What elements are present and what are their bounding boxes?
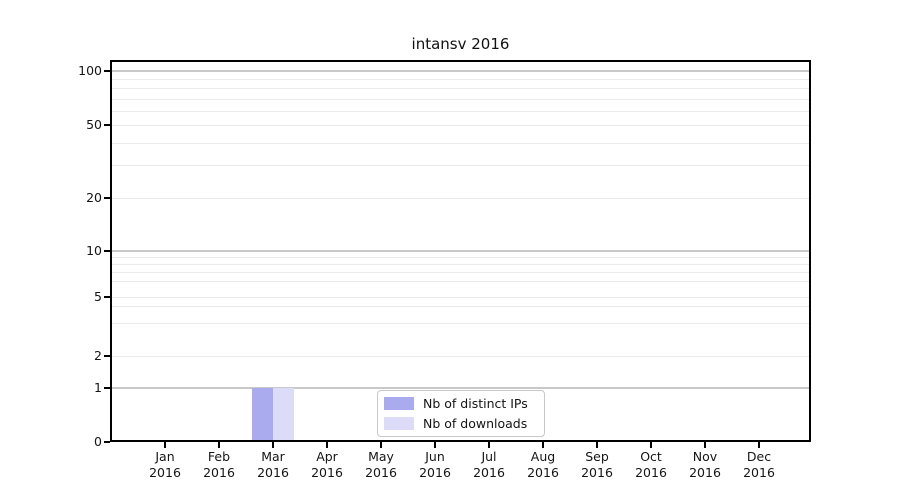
legend-label-distinct-ips: Nb of distinct IPs	[423, 395, 528, 411]
y-tick-label: 100	[78, 63, 102, 78]
x-tick-mark	[542, 442, 544, 448]
legend-label-downloads: Nb of downloads	[423, 415, 528, 431]
x-tick-mark	[596, 442, 598, 448]
x-tick-mark	[380, 442, 382, 448]
bar-nb-of-distinct-ips	[252, 388, 273, 442]
minor-gridline	[110, 111, 811, 112]
x-tick-mark	[488, 442, 490, 448]
minor-gridline	[110, 143, 811, 144]
x-tick-label: Feb 2016	[203, 449, 235, 480]
minor-gridline	[110, 257, 811, 258]
x-tick-mark	[164, 442, 166, 448]
x-tick-label: May 2016	[365, 449, 397, 480]
minor-gridline	[110, 297, 811, 298]
x-tick-mark	[434, 442, 436, 448]
minor-gridline	[110, 306, 811, 307]
x-tick-mark	[704, 442, 706, 448]
minor-gridline	[110, 323, 811, 324]
legend-item-distinct-ips: Nb of distinct IPs	[384, 396, 538, 412]
y-tick-label: 5	[94, 289, 102, 304]
minor-gridline	[110, 79, 811, 80]
x-tick-label: Apr 2016	[311, 449, 343, 480]
y-tick-label: 1	[94, 380, 102, 395]
y-tick-label: 0	[94, 434, 102, 449]
bar-nb-of-downloads	[273, 388, 294, 442]
x-tick-label: Jul 2016	[473, 449, 505, 480]
x-tick-mark	[650, 442, 652, 448]
minor-gridline	[110, 125, 811, 126]
x-tick-label: Dec 2016	[743, 449, 775, 480]
legend: Nb of distinct IPs Nb of downloads	[377, 390, 545, 437]
minor-gridline	[110, 198, 811, 199]
y-tick-label: 2	[94, 348, 102, 363]
minor-gridline	[110, 281, 811, 282]
legend-item-downloads: Nb of downloads	[384, 416, 538, 432]
x-tick-label: Oct 2016	[635, 449, 667, 480]
x-tick-label: Sep 2016	[581, 449, 613, 480]
legend-swatch-distinct-ips	[384, 397, 414, 410]
x-tick-mark	[326, 442, 328, 448]
x-tick-label: Aug 2016	[527, 449, 559, 480]
y-tick-label: 50	[86, 117, 102, 132]
minor-gridline	[110, 99, 811, 100]
major-gridline	[110, 387, 811, 389]
legend-swatch-downloads	[384, 417, 414, 430]
plot-area	[110, 60, 811, 442]
x-tick-mark	[758, 442, 760, 448]
x-tick-mark	[218, 442, 220, 448]
chart-title: intansv 2016	[411, 35, 510, 53]
x-tick-label: Jun 2016	[419, 449, 451, 480]
x-tick-mark	[272, 442, 274, 448]
x-tick-label: Mar 2016	[257, 449, 289, 480]
major-gridline	[110, 70, 811, 72]
y-tick-label: 10	[86, 243, 102, 258]
minor-gridline	[110, 264, 811, 265]
minor-gridline	[110, 272, 811, 273]
major-gridline	[110, 250, 811, 252]
minor-gridline	[110, 165, 811, 166]
y-tick-label: 20	[86, 190, 102, 205]
x-tick-label: Nov 2016	[689, 449, 721, 480]
minor-gridline	[110, 88, 811, 89]
x-tick-label: Jan 2016	[149, 449, 181, 480]
minor-gridline	[110, 356, 811, 357]
